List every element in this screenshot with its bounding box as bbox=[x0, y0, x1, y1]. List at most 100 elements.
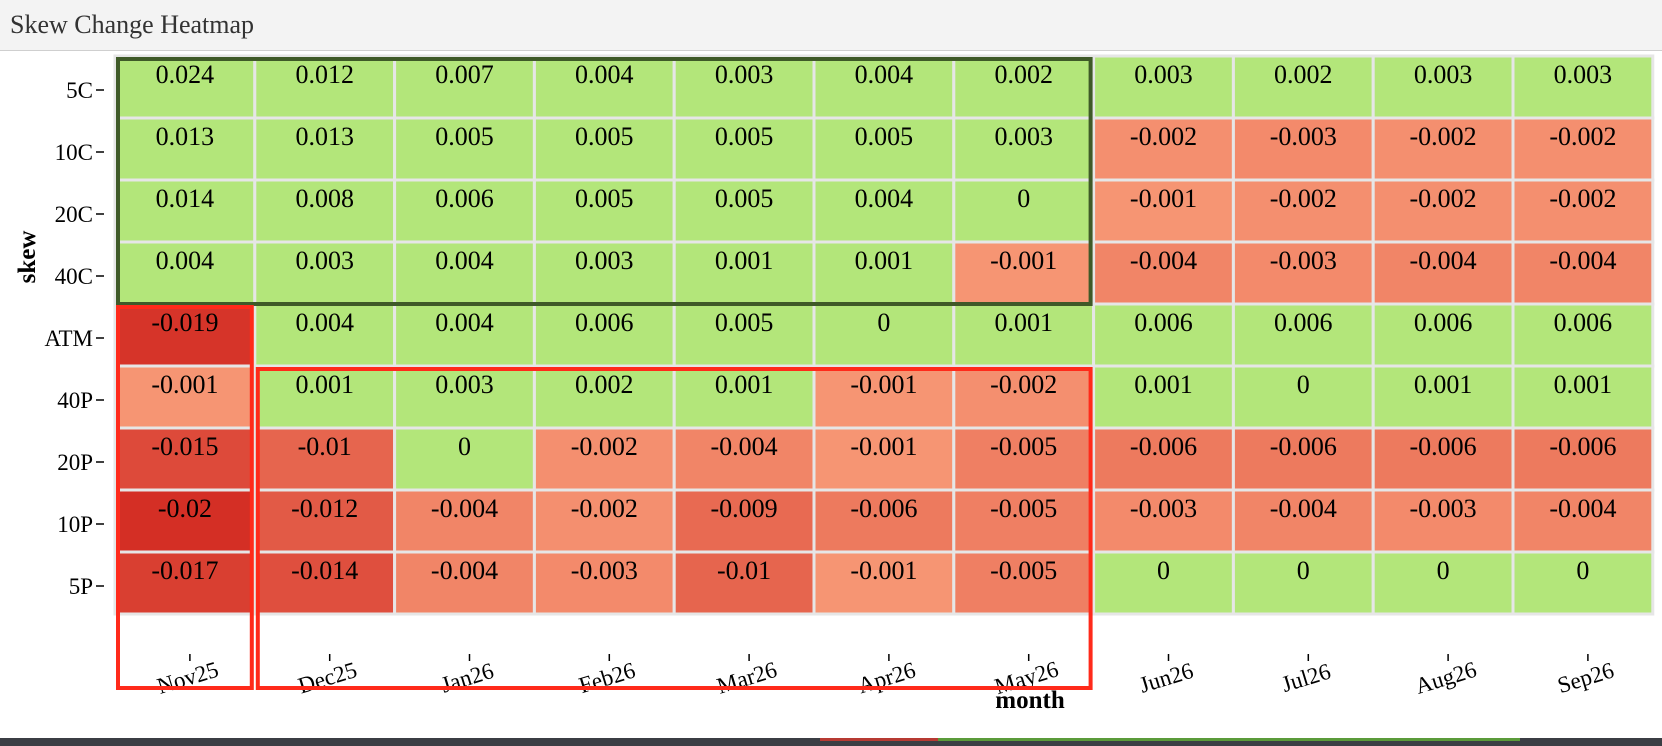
heatmap-cell-atm-jun26 bbox=[1092, 302, 1235, 368]
cell-value-label: 0.006 bbox=[435, 184, 494, 213]
heatmap-cell-40p-feb26 bbox=[532, 364, 676, 430]
cell-value-label: -0.003 bbox=[1410, 494, 1477, 523]
heatmap-cell-5c-jan26 bbox=[393, 54, 536, 120]
highlight-boxes bbox=[116, 57, 1093, 690]
cell-value-label: -0.004 bbox=[431, 556, 498, 585]
highlight-box-atm-nov bbox=[116, 305, 254, 690]
cell-value-label: -0.004 bbox=[1549, 494, 1616, 523]
cell-value-label: -0.005 bbox=[990, 494, 1057, 523]
x-tick-label: Jun26 bbox=[1136, 658, 1196, 698]
cell-value-label: 0.006 bbox=[1134, 308, 1193, 337]
cell-value-label: -0.001 bbox=[151, 370, 218, 399]
cell-value-label: -0.001 bbox=[1130, 184, 1197, 213]
heatmap-cell-10c-mar26 bbox=[672, 116, 816, 182]
heatmap-cell-40p-jan26 bbox=[393, 364, 536, 430]
cell-value-label: 0.001 bbox=[1134, 370, 1193, 399]
cell-value-label: 0.005 bbox=[435, 122, 494, 151]
cell-value-label: 0.024 bbox=[156, 60, 215, 89]
heatmap-cell-20c-feb26 bbox=[532, 178, 676, 244]
y-tick-label: 10P bbox=[57, 512, 93, 537]
cell-value-label: 0 bbox=[1576, 556, 1589, 585]
highlight-box-puts-near-term bbox=[255, 367, 1093, 690]
cell-value-label: -0.002 bbox=[1270, 184, 1337, 213]
cell-value-label: 0.005 bbox=[575, 122, 634, 151]
heatmap-cell-10c-jul26 bbox=[1231, 116, 1375, 182]
y-tick-label: 40C bbox=[55, 264, 93, 289]
y-tick-label: 5P bbox=[69, 574, 93, 599]
cell-value-label: -0.001 bbox=[850, 556, 917, 585]
heatmap-cell-10p-aug26 bbox=[1371, 488, 1515, 554]
y-tick-label: 5C bbox=[66, 78, 93, 103]
cell-value-label: 0.003 bbox=[1414, 60, 1473, 89]
x-tick-label: Feb26 bbox=[576, 657, 638, 698]
cell-value-label: 0.004 bbox=[156, 246, 215, 275]
x-tick-label: Jul26 bbox=[1279, 659, 1334, 697]
heatmap-cell-40c-aug26 bbox=[1371, 240, 1515, 306]
cell-value-label: 0.006 bbox=[1414, 308, 1473, 337]
cell-value-label: -0.001 bbox=[850, 370, 917, 399]
taskbar-strip bbox=[0, 738, 1662, 746]
heatmap-cell-20p-dec25 bbox=[253, 426, 397, 492]
heatmap-cell-20p-nov25 bbox=[113, 426, 257, 492]
cell-value-label: 0.005 bbox=[715, 122, 774, 151]
cell-value-label: -0.002 bbox=[1130, 122, 1197, 151]
heatmap-cell-5p-dec25 bbox=[253, 550, 397, 616]
cell-value-label: -0.002 bbox=[1410, 122, 1477, 151]
heatmap-cell-40p-may26 bbox=[952, 364, 1096, 430]
cell-value-label: -0.006 bbox=[1549, 432, 1616, 461]
x-axis-title: month bbox=[995, 687, 1065, 714]
window-titlebar: Skew Change Heatmap bbox=[0, 0, 1662, 51]
cell-value-label: 0.004 bbox=[575, 60, 634, 89]
cell-value-label: -0.002 bbox=[571, 494, 638, 523]
cell-value-label: 0.006 bbox=[1274, 308, 1333, 337]
cell-value-label: 0.002 bbox=[994, 60, 1053, 89]
heatmap-cell-5p-apr26 bbox=[812, 550, 956, 616]
cell-value-label: 0.001 bbox=[1414, 370, 1473, 399]
cell-value-label: 0.005 bbox=[715, 308, 774, 337]
cell-value-label: -0.006 bbox=[850, 494, 917, 523]
cell-value-label: -0.015 bbox=[151, 432, 218, 461]
heatmap-cell-atm-jan26 bbox=[393, 302, 536, 368]
cell-value-label: -0.003 bbox=[571, 556, 638, 585]
cell-value-label: -0.005 bbox=[990, 432, 1057, 461]
cell-value-label: 0 bbox=[1157, 556, 1170, 585]
heatmap-cell-10p-sep26 bbox=[1511, 488, 1655, 554]
highlight-box-calls-near-term bbox=[116, 57, 1093, 306]
y-axis: 5C 10C 20C 40C ATM 40P 20P 10P 5P skew bbox=[14, 78, 104, 599]
heatmap-cell-10p-jun26 bbox=[1092, 488, 1235, 554]
cell-value-label: -0.003 bbox=[1130, 494, 1197, 523]
cell-value-label: -0.02 bbox=[158, 494, 212, 523]
cell-value-label: 0.003 bbox=[295, 246, 354, 275]
heatmap-cell-atm-aug26 bbox=[1371, 302, 1515, 368]
heatmap-cell-10c-sep26 bbox=[1511, 116, 1655, 182]
cell-value-label: -0.002 bbox=[571, 432, 638, 461]
cell-value-label: 0.001 bbox=[715, 246, 774, 275]
cell-value-label: 0.002 bbox=[1274, 60, 1333, 89]
cell-value-label: 0.003 bbox=[1134, 60, 1193, 89]
heatmap-cell-atm-sep26 bbox=[1511, 302, 1655, 368]
cell-value-label: 0.001 bbox=[1554, 370, 1613, 399]
heatmap-cell-5p-jan26 bbox=[393, 550, 536, 616]
cell-value-label: -0.002 bbox=[990, 370, 1057, 399]
cell-value-label: 0 bbox=[877, 308, 890, 337]
heatmap-cells: 0.024 0.012 0.007 0.004 0.003 0.004 0.002 0.003… bbox=[113, 54, 1655, 616]
heatmap-cell-10c-jun26 bbox=[1092, 116, 1235, 182]
cell-value-label: 0 bbox=[1297, 556, 1310, 585]
cell-value-label: 0.004 bbox=[855, 60, 914, 89]
cell-value-label: 0.005 bbox=[855, 122, 914, 151]
heatmap-cell-40c-feb26 bbox=[532, 240, 676, 306]
cell-value-label: -0.003 bbox=[1270, 246, 1337, 275]
x-tick-label: Apr26 bbox=[855, 657, 919, 698]
cell-value-label: 0.014 bbox=[156, 184, 215, 213]
cell-value-label: 0.004 bbox=[855, 184, 914, 213]
cell-value-label: 0.007 bbox=[435, 60, 494, 89]
cell-value-label: 0.003 bbox=[1554, 60, 1613, 89]
strip-green-segment bbox=[938, 738, 1520, 741]
cell-value-label: 0.003 bbox=[575, 246, 634, 275]
cell-value-label: -0.004 bbox=[431, 494, 498, 523]
cell-value-label: -0.01 bbox=[717, 556, 771, 585]
cell-value-label: 0 bbox=[1017, 184, 1030, 213]
cell-value-label: 0.004 bbox=[435, 246, 494, 275]
cell-value-label: 0.004 bbox=[295, 308, 354, 337]
x-tick-label: Dec25 bbox=[295, 657, 360, 698]
